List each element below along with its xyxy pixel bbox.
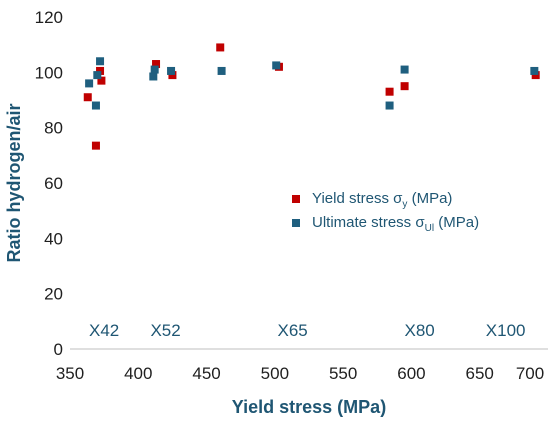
ultimate-stress-point <box>93 71 102 80</box>
x-tick-label: 550 <box>329 364 357 383</box>
ultimate-stress-point <box>150 65 159 74</box>
yield-stress-point <box>168 71 177 80</box>
yield-stress-point <box>216 43 225 52</box>
grade-label-x65: X65 <box>277 321 307 340</box>
x-tick-label: 350 <box>56 364 84 383</box>
grade-label-x42: X42 <box>89 321 119 340</box>
y-tick-label: 20 <box>44 285 63 304</box>
legend-marker <box>292 195 300 203</box>
yield-stress-point <box>83 93 92 102</box>
y-tick-label: 80 <box>44 119 63 138</box>
yield-stress-point <box>96 66 105 75</box>
grade-label-x52: X52 <box>150 321 180 340</box>
plot-area: 0 20 40 60 80 100 120 350 400 450 500 550 600 650 700 X… <box>35 8 548 383</box>
ultimate-stress-point <box>91 101 100 110</box>
legend-label: Yield stress σy (MPa) <box>312 190 452 210</box>
y-tick-label: 60 <box>44 174 63 193</box>
x-tick-label: 500 <box>261 364 289 383</box>
y-tick-label: 0 <box>54 340 63 359</box>
y-tick-label: 120 <box>35 8 63 27</box>
ultimate-stress-point <box>167 66 176 75</box>
yield-stress-point <box>385 87 394 96</box>
yield-stress-point <box>531 71 540 80</box>
yield-stress-point <box>152 60 161 69</box>
legend-marker <box>292 219 300 227</box>
legend-label: Ultimate stress σUl (MPa) <box>312 214 479 234</box>
x-tick-label: 700 <box>516 364 544 383</box>
grade-label-x100: X100 <box>486 321 526 340</box>
x-tick-label: 600 <box>397 364 425 383</box>
ultimate-stress-point <box>272 61 281 70</box>
grade-label-x80: X80 <box>404 321 434 340</box>
x-axis-title: Yield stress (MPa) <box>232 397 386 417</box>
x-tick-label: 650 <box>466 364 494 383</box>
legend: Yield stress σy (MPa) Ultimate stress σUl… <box>292 190 479 234</box>
ultimate-stress-point <box>85 79 94 88</box>
ultimate-stress-point <box>385 101 394 110</box>
y-tick-label: 40 <box>44 229 63 248</box>
yield-stress-point <box>97 76 106 85</box>
ultimate-stress-point <box>400 65 409 74</box>
ultimate-stress-point <box>149 72 158 81</box>
ultimate-stress-point <box>96 57 105 66</box>
x-tick-label: 400 <box>124 364 152 383</box>
x-tick-label: 450 <box>192 364 220 383</box>
yield-stress-point <box>400 82 409 91</box>
ultimate-stress-point <box>530 66 539 75</box>
y-axis-title: Ratio hydrogen/air <box>4 103 24 262</box>
yield-stress-point <box>91 141 100 150</box>
ultimate-stress-point <box>217 66 226 75</box>
y-tick-label: 100 <box>35 63 63 82</box>
